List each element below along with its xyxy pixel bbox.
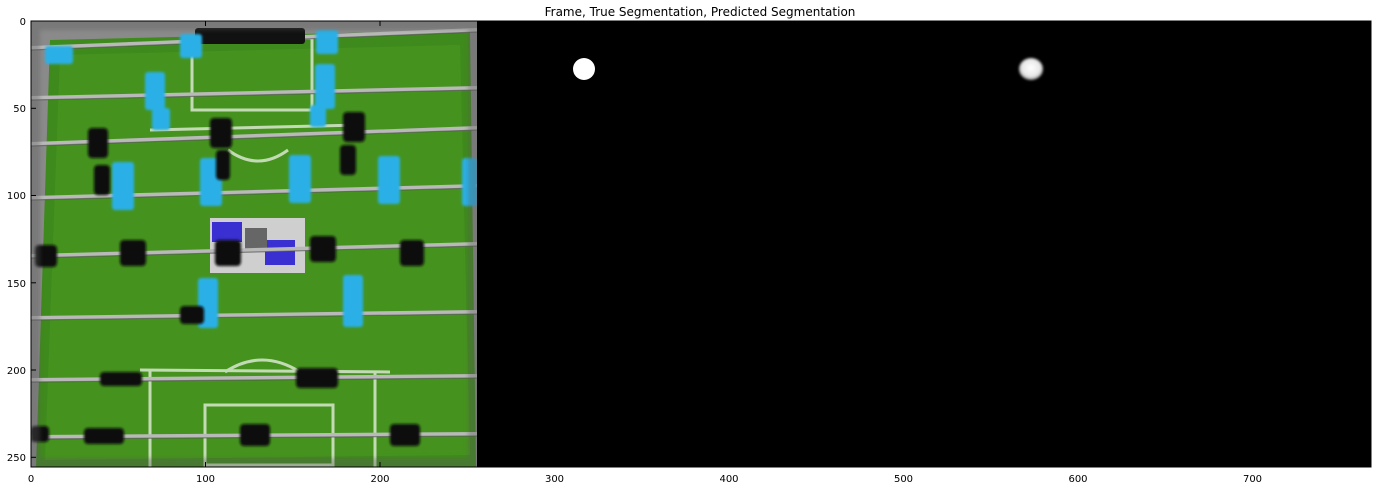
figure-title: Frame, True Segmentation, Predicted Segm… (545, 5, 856, 19)
y-tick-label: 250 (7, 453, 26, 464)
x-tick-label: 300 (545, 474, 564, 485)
x-tick-label: 400 (719, 474, 738, 485)
frame-image (31, 21, 477, 467)
x-tick-labels: 0 100 200 300 400 500 600 700 (28, 474, 1262, 485)
x-tick-label: 0 (28, 474, 34, 485)
y-tick-labels: 0 50 100 150 200 250 (7, 17, 26, 464)
predicted-segmentation-ball (1019, 58, 1043, 80)
x-tick-label: 100 (196, 474, 215, 485)
y-tick-label: 50 (13, 104, 26, 115)
y-tick-label: 200 (7, 366, 26, 377)
x-axis (30, 21, 1253, 467)
x-tick-label: 600 (1068, 474, 1087, 485)
y-tick-label: 150 (7, 279, 26, 290)
y-axis (31, 20, 1371, 458)
x-tick-label: 200 (370, 474, 389, 485)
x-tick-label: 500 (894, 474, 913, 485)
y-tick-label: 100 (7, 191, 26, 202)
true-segmentation-ball (573, 58, 595, 80)
segmentation-background (476, 21, 1371, 467)
x-tick-label: 700 (1243, 474, 1262, 485)
axes-frame (30, 20, 1372, 468)
player-rods (31, 28, 477, 446)
y-tick-label: 0 (20, 17, 26, 28)
